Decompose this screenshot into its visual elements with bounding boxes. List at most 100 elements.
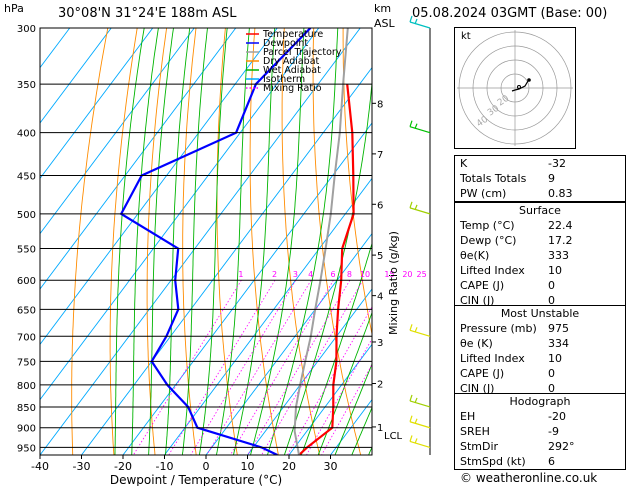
asl-axis-label: ASL [374, 17, 395, 30]
hodograph-table: Hodograph EH -20 SREH -9 StmDir 292° StmSpd… [454, 393, 626, 470]
pressure-tick-label: 950 [17, 443, 36, 454]
km-tick-label: 2 [377, 380, 383, 391]
mixing-ratio-line [247, 279, 351, 455]
surface-row-dewp: Dewp (°C) 17.2 [460, 234, 573, 247]
isotherm-line [40, 28, 278, 346]
pressure-tick-label: 900 [17, 424, 36, 435]
pressure-tick-label: 300 [17, 24, 36, 35]
datetime-title: 05.08.2024 03GMT (Base: 00) [412, 6, 608, 21]
hodo-ring-label-40: 40 [475, 115, 490, 130]
mixing-ratio-label: 2 [272, 270, 277, 279]
pressure-tick-label: 850 [17, 403, 36, 414]
legend-label: Isotherm [263, 74, 305, 85]
pressure-tick-label: 350 [17, 80, 36, 91]
x-tick-label: -40 [31, 460, 49, 473]
pressure-tick-label: 800 [17, 381, 36, 392]
surface-row-cin: CIN (J) 0 [460, 294, 555, 307]
surface-row-li: Lifted Index 10 [460, 264, 562, 277]
dry-adiabat-line [281, 28, 321, 455]
km-tick-label: 1 [377, 423, 383, 434]
dry-adiabat-line [312, 28, 362, 455]
x-tick-label: -10 [156, 460, 174, 473]
mu-row-thetae: θe (K) 334 [460, 337, 569, 350]
x-tick-label: 20 [282, 460, 296, 473]
copyright-footer: © weatheronline.co.uk [460, 471, 598, 485]
legend-label: Temperature [262, 29, 323, 40]
mixing-ratio-label: 25 [417, 270, 427, 279]
hodo-row-stmspd: StmSpd (kt) 6 [460, 455, 555, 468]
surface-row-thetae: θe(K) 333 [460, 249, 569, 262]
legend-label: Parcel Trajectory [263, 47, 342, 58]
dry-adiabat-line [402, 28, 454, 455]
isotherm-line [40, 28, 320, 401]
wet-adiabat-line [317, 311, 372, 455]
mixing-ratio-label: 10 [360, 270, 370, 279]
mu-row-pressure: Pressure (mb) 975 [460, 322, 569, 335]
index-row-k: K -32 [460, 157, 566, 170]
wet-adiabat-line [334, 362, 372, 455]
hodo-trace [511, 79, 530, 92]
wet-adiabat-line [351, 406, 372, 455]
mixing-ratio-label: 8 [347, 270, 352, 279]
isotherm-line [40, 28, 195, 235]
wind-barb [409, 435, 431, 448]
mixing-ratio-line [190, 279, 297, 455]
pressure-tick-label: 750 [17, 357, 36, 368]
surface-title: Surface [519, 204, 561, 217]
wet-adiabat-line [283, 78, 372, 455]
pressure-tick-label: 700 [17, 332, 36, 343]
pressure-tick-label: 600 [17, 276, 36, 287]
x-axis-title: Dewpoint / Temperature (°C) [110, 473, 282, 486]
mixing-ratio-line [206, 279, 312, 455]
mixing-ratio-line [261, 279, 364, 455]
dry-adiabat-line [373, 28, 444, 455]
dry-adiabat-line [71, 28, 109, 455]
pressure-tick-label: 500 [17, 210, 36, 221]
wet-adiabat-line [233, 28, 276, 455]
x-tick-label: 0 [203, 460, 210, 473]
isotherm-line [40, 28, 112, 124]
x-tick-label: -20 [114, 460, 132, 473]
hodo-row-stmdir: StmDir 292° [460, 440, 575, 453]
hodo-end-dot [527, 78, 531, 82]
mu-row-cin: CIN (J) 0 [460, 382, 555, 395]
hodo-kt-label: kt [461, 31, 471, 42]
wind-barb [409, 201, 431, 215]
wet-adiabat-line [181, 28, 208, 455]
hodograph-plot: kt 20 30 40 [454, 27, 576, 149]
wind-barb [409, 324, 431, 337]
wet-adiabat-line [198, 28, 228, 455]
hpa-axis-label: hPa [4, 2, 24, 15]
legend-label: Dry Adiabat [263, 56, 320, 67]
legend-label: Dewpoint [263, 38, 308, 49]
isotherm-line [371, 454, 372, 455]
mixing-ratio-line [306, 337, 372, 455]
dry-adiabat-line [109, 28, 138, 455]
km-tick-label: 3 [377, 338, 383, 349]
isotherm-line [122, 122, 372, 455]
wet-adiabat-line [250, 28, 305, 455]
hodo-storm-motion [517, 85, 521, 89]
wet-adiabat-line [165, 28, 191, 455]
isotherm-line [40, 28, 154, 180]
mixing-ratio-label: 15 [384, 270, 394, 279]
legend-label: Wet Adiabat [263, 65, 321, 76]
series-temperature [298, 83, 355, 455]
hodograph-rings [457, 30, 573, 146]
x-tick-label: -30 [73, 460, 91, 473]
pressure-tick-label: 400 [17, 129, 36, 140]
dry-adiabat-line [431, 28, 454, 455]
dry-adiabat-line [182, 28, 197, 455]
mixing-ratio-line [230, 279, 334, 455]
surface-row-cape: CAPE (J) 0 [460, 279, 555, 292]
mixing-ratio-label: 20 [402, 270, 412, 279]
isotherm-line [40, 28, 361, 455]
isotherm-line [414, 28, 455, 455]
mixing-ratio-label: 6 [330, 270, 335, 279]
km-tick-label: 4 [377, 292, 383, 303]
wind-barb [409, 120, 431, 134]
isotherm-line [205, 232, 372, 455]
isotherm-line [81, 66, 372, 455]
wind-barb [409, 394, 431, 408]
surface-table: Surface Temp (°C) 22.4 Dewp (°C) 17.2 θe(K… [454, 202, 626, 309]
